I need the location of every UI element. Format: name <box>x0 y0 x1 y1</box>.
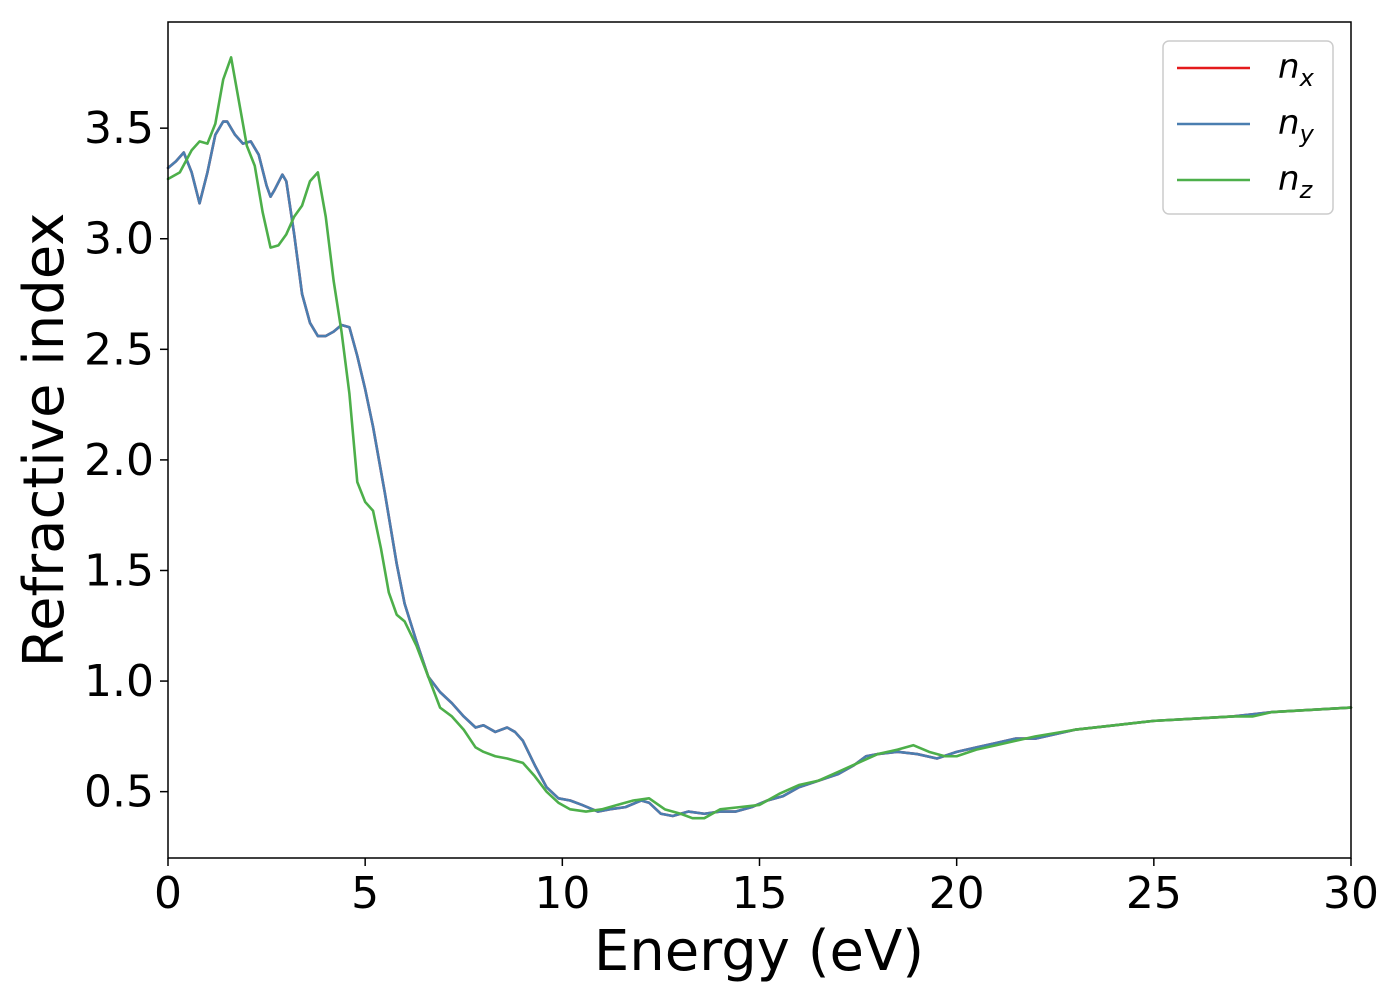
legend: nx ny nz <box>1162 40 1334 215</box>
x-tick-label: 30 <box>1323 868 1379 919</box>
y-tick-label: 2.5 <box>84 324 154 375</box>
y-tick-label: 0.5 <box>84 767 154 818</box>
y-tick-label: 1.0 <box>84 656 154 707</box>
series-layer <box>166 56 1353 820</box>
plot-background <box>168 22 1351 858</box>
y-axis-title: Refractive index <box>12 213 77 668</box>
legend-label-z: nz <box>1278 159 1314 204</box>
legend-label-y: ny <box>1278 103 1315 148</box>
legend-items: nx ny nz <box>1177 47 1315 204</box>
x-ticks: 0 5 10 15 20 25 30 <box>154 858 1379 919</box>
y-tick-label: 3.5 <box>84 103 154 154</box>
y-tick-label: 2.0 <box>84 435 154 486</box>
x-axis-title: Energy (eV) <box>594 919 924 984</box>
x-tick-label: 20 <box>929 868 985 919</box>
y-tick-label: 1.5 <box>84 545 154 596</box>
series-line-z <box>166 56 1353 820</box>
x-tick-label: 25 <box>1126 868 1182 919</box>
y-tick-label: 3.0 <box>84 214 154 265</box>
x-tick-label: 10 <box>534 868 590 919</box>
x-tick-label: 0 <box>154 868 182 919</box>
series-line-y <box>166 120 1353 818</box>
legend-label-x: nx <box>1278 47 1315 92</box>
x-tick-label: 5 <box>351 868 379 919</box>
x-tick-label: 15 <box>732 868 788 919</box>
y-ticks: 0.5 1.0 1.5 2.0 2.5 3.0 3.5 <box>84 103 168 818</box>
legend-box <box>1162 40 1334 215</box>
